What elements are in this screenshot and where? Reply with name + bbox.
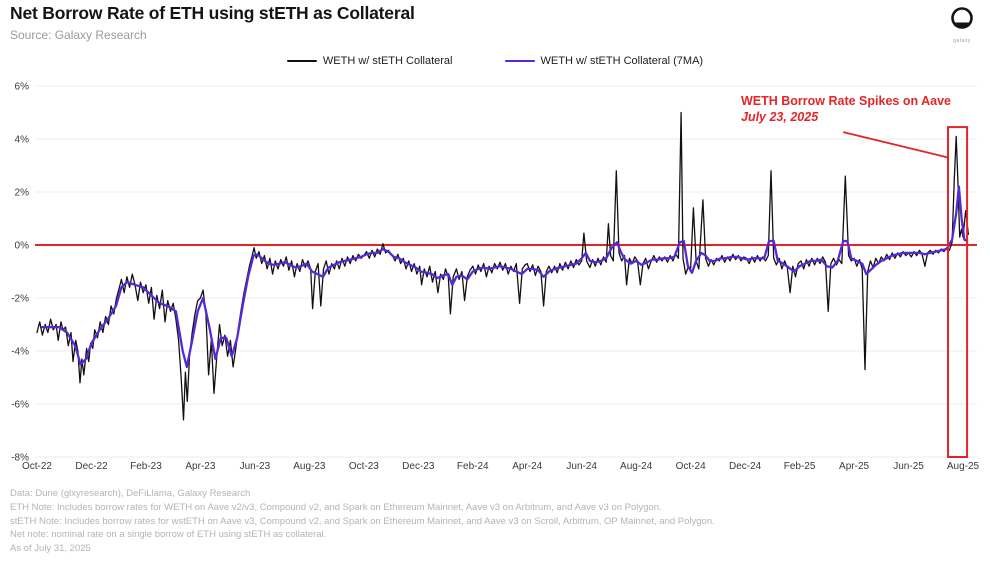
annotation-connector-line	[842, 131, 949, 159]
y-tick-label: 2%	[15, 188, 30, 199]
x-tick-label: Oct-24	[676, 461, 706, 472]
annotation-highlight-box	[947, 126, 969, 458]
x-tick-label: Feb-25	[784, 461, 816, 472]
legend-swatch-raw-line-icon	[286, 59, 317, 63]
y-tick-label: 0%	[15, 241, 30, 252]
x-tick-label: Aug-23	[293, 461, 326, 472]
x-tick-label: Feb-24	[457, 461, 489, 472]
x-tick-label: Oct-23	[349, 461, 379, 472]
x-tick-label: Oct-22	[22, 461, 52, 472]
x-tick-label: Dec-24	[729, 461, 762, 472]
footnote-eth-note: ETH Note: Includes borrow rates for WETH…	[10, 501, 662, 513]
x-tick-label: Jun-23	[240, 461, 271, 472]
series-7ma-line	[41, 185, 969, 369]
x-tick-label: Dec-22	[75, 461, 108, 472]
legend-item-raw: WETH w/ stETH Collateral	[286, 55, 453, 67]
y-tick-label: 4%	[15, 135, 30, 146]
x-tick-label: Jun-25	[893, 461, 924, 472]
legend-label-ma: WETH w/ stETH Collateral (7MA)	[540, 55, 704, 67]
y-tick-label: -2%	[11, 294, 29, 305]
y-tick-label: -8%	[11, 453, 29, 464]
x-tick-label: Aug-24	[620, 461, 653, 472]
x-tick-label: Aug-25	[947, 461, 980, 472]
y-tick-label: -6%	[11, 400, 29, 411]
x-tick-label: Apr-24	[512, 461, 542, 472]
footnote-data-sources: Data: Dune (glxyresearch), DeFiLlama, Ga…	[10, 488, 251, 499]
chart-legend: WETH w/ stETH Collateral WETH w/ stETH C…	[0, 55, 990, 67]
x-tick-label: Feb-23	[130, 461, 162, 472]
galaxy-logo-icon	[951, 7, 973, 29]
x-tick-label: Apr-25	[839, 461, 869, 472]
legend-label-raw: WETH w/ stETH Collateral	[322, 55, 453, 67]
x-tick-label: Dec-23	[402, 461, 435, 472]
footnote-as-of-date: As of July 31, 2025	[10, 543, 91, 555]
galaxy-logo: galaxy	[940, 6, 984, 44]
annotation-text: WETH Borrow Rate Spikes on Aave	[741, 94, 951, 108]
x-tick-label: Jun-24	[566, 461, 597, 472]
page-title: Net Borrow Rate of ETH using stETH as Co…	[10, 3, 415, 23]
galaxy-logo-text: galaxy	[953, 38, 971, 44]
footnotes: Data: Dune (glxyresearch), DeFiLlama, Ga…	[10, 487, 715, 556]
annotation-date: July 23, 2025	[741, 110, 819, 124]
chart-annotation: WETH Borrow Rate Spikes on Aave July 23,…	[741, 93, 951, 125]
source-caption: Source: Galaxy Research	[10, 28, 147, 42]
legend-swatch-ma-line-icon	[504, 59, 535, 63]
legend-item-ma: WETH w/ stETH Collateral (7MA)	[504, 55, 704, 67]
y-tick-label: 6%	[15, 82, 30, 93]
y-tick-label: -4%	[11, 347, 29, 358]
footnote-net-note: Net note: nominal rate on a single borro…	[10, 529, 327, 541]
x-tick-label: Apr-23	[185, 461, 215, 472]
footnote-steth-note: stETH Note: Includes borrow rates for ws…	[10, 515, 715, 527]
